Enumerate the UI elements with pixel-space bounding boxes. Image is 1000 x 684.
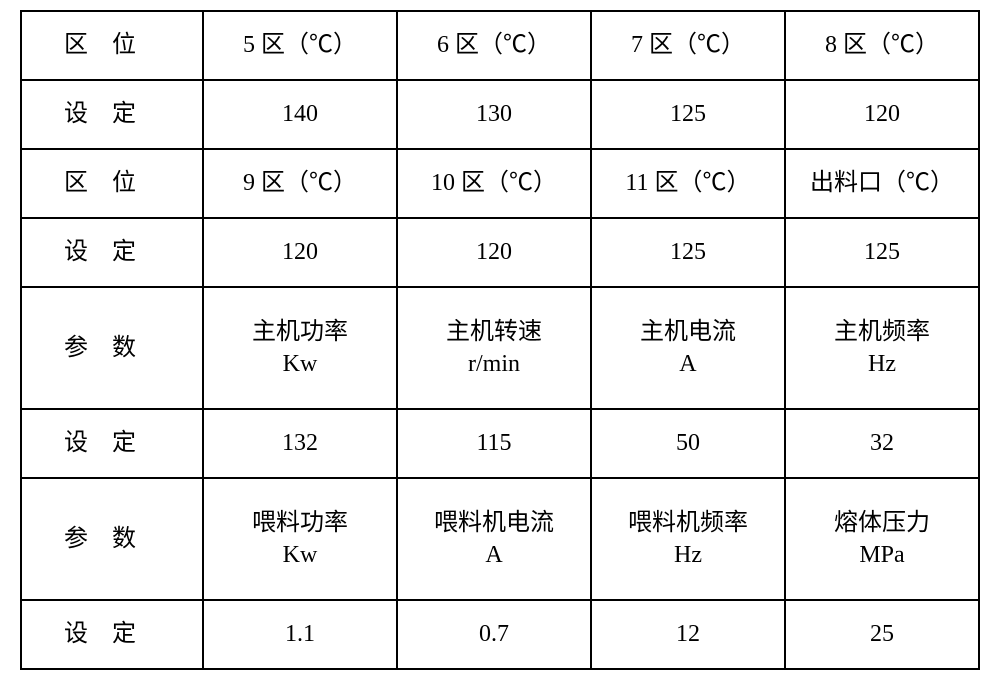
row-label: 区位 [21,11,203,80]
table-row: 区位5 区（℃）6 区（℃）7 区（℃）8 区（℃） [21,11,979,80]
table-cell: 120 [785,80,979,149]
table-cell: 12 [591,600,785,669]
table-row: 参数喂料功率Kw喂料机电流A喂料机频率Hz熔体压力MPa [21,478,979,600]
table-cell: 32 [785,409,979,478]
table-cell: 0.7 [397,600,591,669]
table-cell: 7 区（℃） [591,11,785,80]
table-cell: 熔体压力MPa [785,478,979,600]
table-row: 设定1321155032 [21,409,979,478]
table-cell: 125 [785,218,979,287]
table-cell: 25 [785,600,979,669]
table-cell: 120 [203,218,397,287]
table-cell: 50 [591,409,785,478]
table-cell: 140 [203,80,397,149]
table-cell: 115 [397,409,591,478]
table-cell: 9 区（℃） [203,149,397,218]
row-label: 设定 [21,600,203,669]
table-cell: 6 区（℃） [397,11,591,80]
table-cell: 主机转速r/min [397,287,591,409]
table-cell: 120 [397,218,591,287]
row-label: 区位 [21,149,203,218]
table-cell: 5 区（℃） [203,11,397,80]
table-cell: 125 [591,218,785,287]
row-label: 设定 [21,80,203,149]
table-cell: 主机功率Kw [203,287,397,409]
table-cell: 1.1 [203,600,397,669]
table-cell: 喂料机频率Hz [591,478,785,600]
row-label: 参数 [21,287,203,409]
table-row: 设定120120125125 [21,218,979,287]
table-cell: 130 [397,80,591,149]
table-cell: 125 [591,80,785,149]
parameters-table: 区位5 区（℃）6 区（℃）7 区（℃）8 区（℃）设定140130125120… [20,10,980,670]
table-body: 区位5 区（℃）6 区（℃）7 区（℃）8 区（℃）设定140130125120… [21,11,979,669]
table-cell: 出料口（℃） [785,149,979,218]
table-cell: 132 [203,409,397,478]
table-row: 区位9 区（℃）10 区（℃）11 区（℃）出料口（℃） [21,149,979,218]
table-row: 设定140130125120 [21,80,979,149]
table-row: 设定1.10.71225 [21,600,979,669]
row-label: 参数 [21,478,203,600]
table-cell: 主机频率Hz [785,287,979,409]
table-cell: 8 区（℃） [785,11,979,80]
table-cell: 喂料机电流A [397,478,591,600]
table-cell: 10 区（℃） [397,149,591,218]
row-label: 设定 [21,409,203,478]
table-cell: 11 区（℃） [591,149,785,218]
table-wrapper: 区位5 区（℃）6 区（℃）7 区（℃）8 区（℃）设定140130125120… [0,0,1000,684]
table-cell: 喂料功率Kw [203,478,397,600]
table-row: 参数主机功率Kw主机转速r/min主机电流A主机频率Hz [21,287,979,409]
table-cell: 主机电流A [591,287,785,409]
row-label: 设定 [21,218,203,287]
